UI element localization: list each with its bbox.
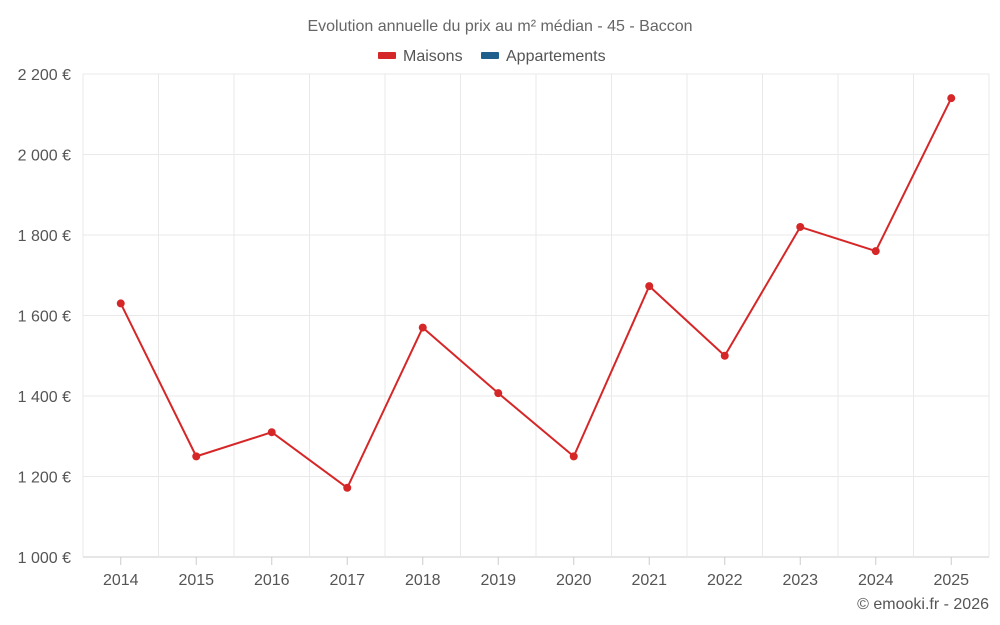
series-layer: [116, 94, 956, 492]
data-point[interactable]: [343, 483, 352, 492]
data-point[interactable]: [720, 351, 729, 360]
legend-swatch-appartements: [481, 52, 499, 59]
x-tick-label: 2017: [329, 572, 365, 589]
credit-text: © emooki.fr - 2026: [857, 596, 989, 613]
x-tick-label: 2018: [405, 572, 441, 589]
data-point[interactable]: [796, 222, 805, 231]
y-tick-label: 1 400 €: [18, 389, 71, 406]
data-point[interactable]: [569, 452, 578, 461]
y-axis: 1 000 € 1 200 € 1 400 € 1 600 € 1 800 € 2 000…: [18, 67, 71, 567]
chart-title: Evolution annuelle du prix au m² médian …: [307, 18, 692, 35]
y-tick-label: 2 000 €: [18, 148, 71, 165]
x-tick-label: 2015: [178, 572, 214, 589]
legend-swatch-maisons: [378, 52, 396, 59]
legend-label-appartements: Appartements: [506, 48, 606, 65]
y-tick-label: 2 200 €: [18, 67, 71, 84]
data-point[interactable]: [494, 389, 503, 398]
x-tick-label: 2019: [480, 572, 516, 589]
x-tick-label: 2020: [556, 572, 592, 589]
y-tick-label: 1 000 €: [18, 550, 71, 567]
x-tick-label: 2023: [782, 572, 818, 589]
data-point[interactable]: [116, 299, 125, 308]
x-tick-label: 2025: [933, 572, 969, 589]
data-point[interactable]: [418, 323, 427, 332]
x-tick-label: 2022: [707, 572, 743, 589]
x-axis: 2014 2015 2016 2017 2018 2019 2020 2021 2022 2023…: [103, 557, 969, 589]
x-tick-label: 2021: [631, 572, 667, 589]
data-point[interactable]: [192, 452, 201, 461]
x-tick-label: 2014: [103, 572, 139, 589]
legend-item-maisons[interactable]: Maisons: [378, 48, 463, 65]
legend-label-maisons: Maisons: [403, 48, 463, 65]
grid: [82, 73, 990, 558]
data-point[interactable]: [267, 428, 276, 437]
y-tick-label: 1 600 €: [18, 309, 71, 326]
legend-item-appartements[interactable]: Appartements: [481, 48, 606, 65]
x-tick-label: 2016: [254, 572, 290, 589]
y-tick-label: 1 800 €: [18, 228, 71, 245]
x-tick-label: 2024: [858, 572, 894, 589]
data-point[interactable]: [871, 247, 880, 256]
legend: Maisons Appartements: [378, 48, 606, 65]
data-point[interactable]: [645, 282, 654, 291]
y-tick-label: 1 200 €: [18, 470, 71, 487]
data-point[interactable]: [947, 94, 956, 103]
series-line-maisons: [119, 97, 953, 489]
